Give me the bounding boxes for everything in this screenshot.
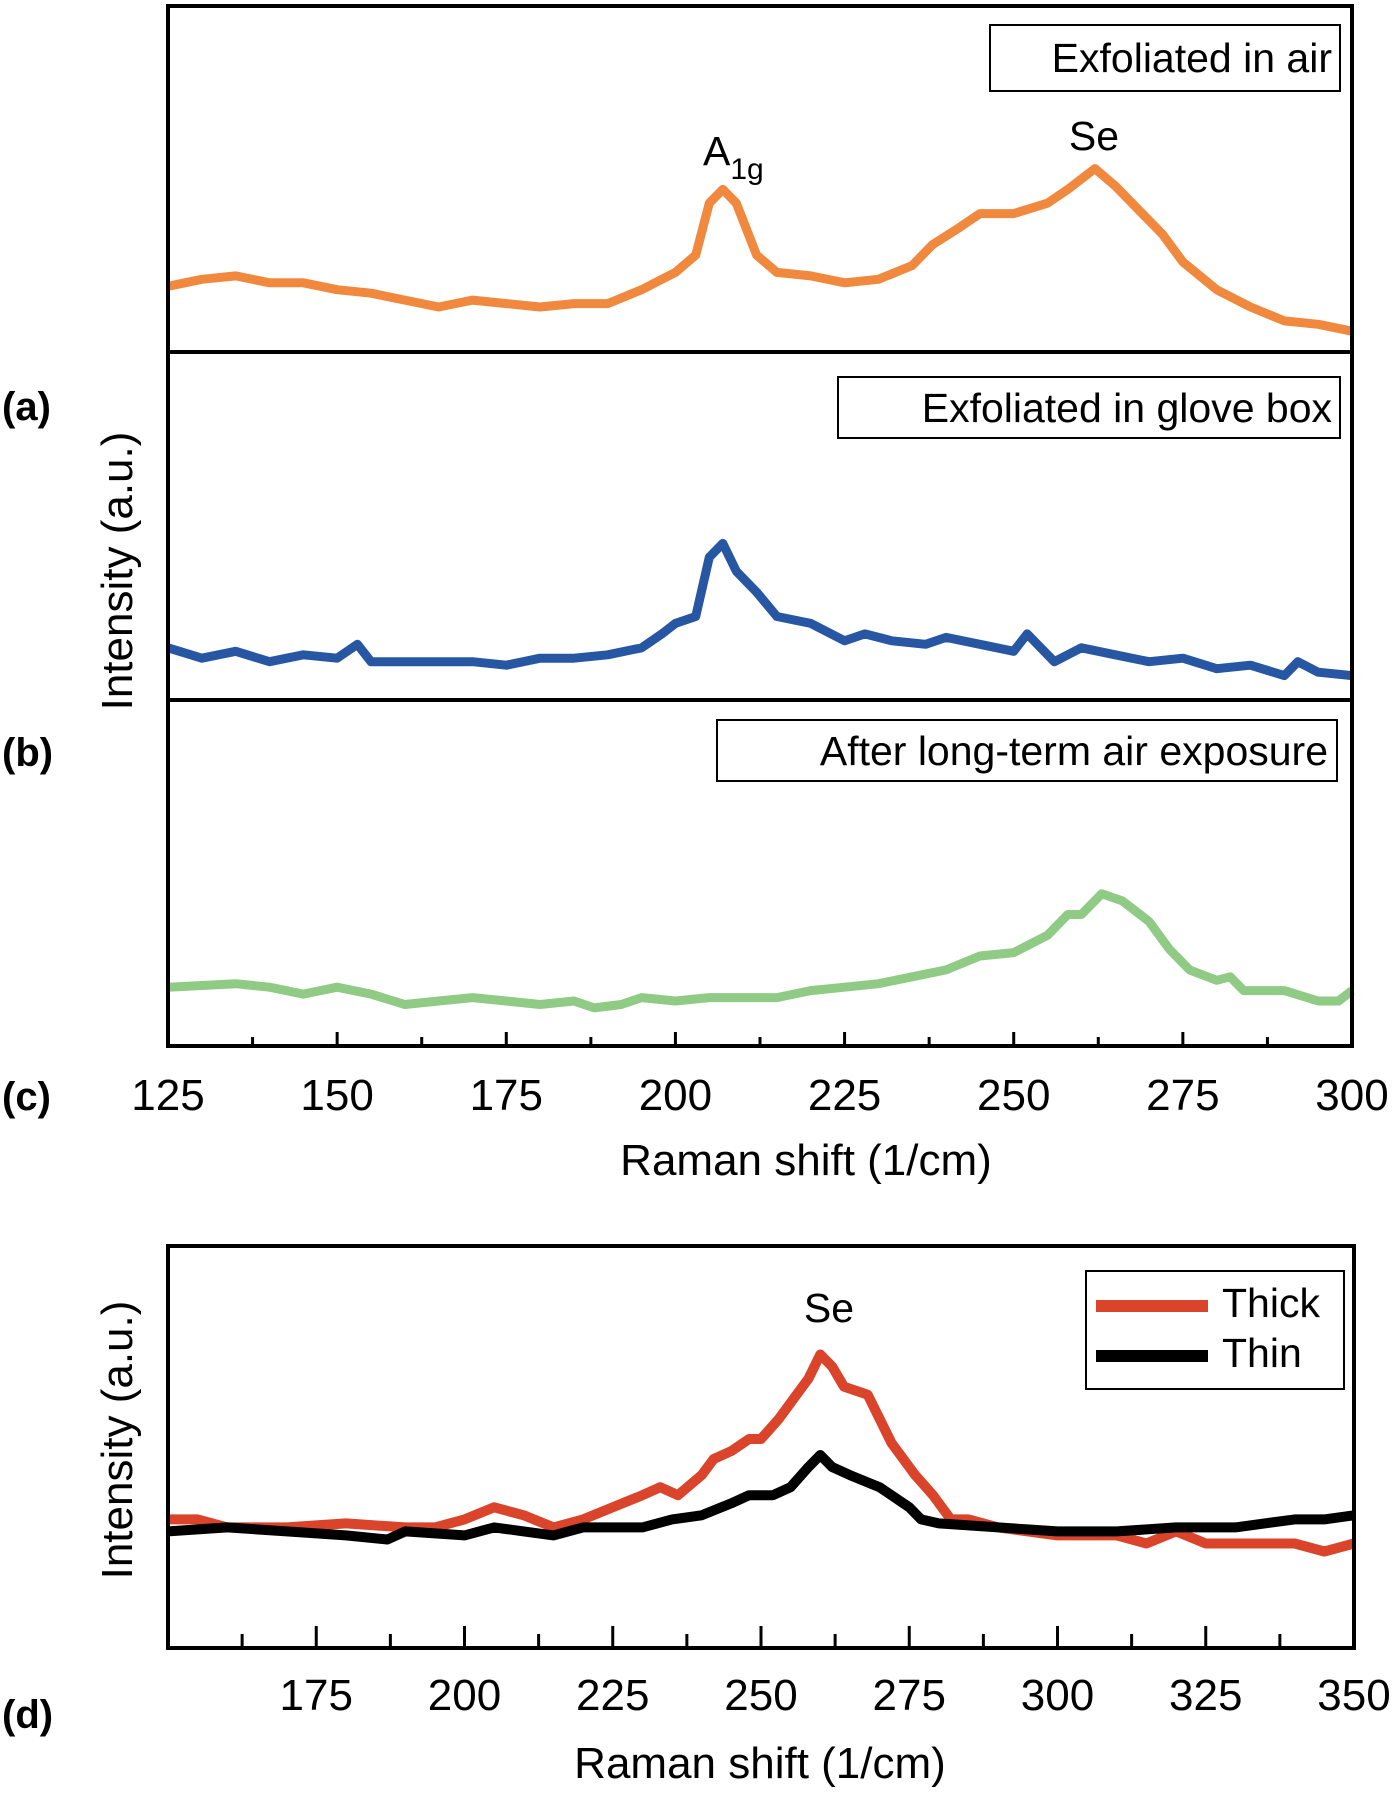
series-line-thick (168, 1349, 1356, 1557)
x-tick-label: 325 (1169, 1671, 1242, 1720)
series-line-thin (167, 1450, 1355, 1545)
x-tick-label: 175 (470, 1071, 543, 1120)
x-tick-label: 175 (280, 1671, 353, 1720)
x-tick-label: 300 (1315, 1071, 1388, 1120)
x-axis-label-d: Raman shift (1/cm) (574, 1739, 946, 1788)
series-line-b (166, 538, 1353, 681)
y-axis-label-d: Intensity (a.u.) (93, 1301, 142, 1580)
x-tick-label: 275 (1146, 1071, 1219, 1120)
x-tick-label: 200 (428, 1671, 501, 1720)
legend-box-c (716, 719, 1338, 782)
annotation-se-a: Se (1069, 113, 1119, 159)
x-tick-label: 150 (300, 1071, 373, 1120)
series-line-c (167, 889, 1355, 1013)
series-line-a (167, 164, 1353, 336)
legend-box-d (1085, 1270, 1345, 1390)
panel-label-b: (b) (2, 731, 53, 775)
x-tick-label: 250 (977, 1071, 1050, 1120)
x-tick-label: 250 (724, 1671, 797, 1720)
legend-label-thick: Thick (1222, 1280, 1320, 1326)
legend-label-c: After long-term air exposure (820, 728, 1328, 774)
x-tick-label: 225 (808, 1071, 881, 1120)
panel-label-d: (d) (2, 1693, 53, 1737)
x-tick-label: 200 (639, 1071, 712, 1120)
x-tick-label: 125 (131, 1071, 204, 1120)
x-tick-label: 275 (873, 1671, 946, 1720)
legend-label-b: Exfoliated in glove box (922, 385, 1333, 431)
x-tick-label: 225 (576, 1671, 649, 1720)
x-axis-label-top: Raman shift (1/cm) (620, 1136, 992, 1185)
annotation-se-d: Se (804, 1285, 854, 1331)
x-tick-label: 350 (1317, 1671, 1390, 1720)
y-axis-label-top: Intensity (a.u.) (93, 432, 142, 711)
annotation-a1g: A1g (703, 128, 764, 186)
x-tick-label: 300 (1021, 1671, 1094, 1720)
panel-label-c: (c) (2, 1075, 51, 1119)
panel-label-a: (a) (2, 385, 51, 429)
legend-box-b (837, 376, 1341, 439)
legend-box-a (989, 24, 1341, 92)
legend-label-thin: Thin (1222, 1330, 1302, 1376)
legend-label-a: Exfoliated in air (1052, 35, 1332, 81)
